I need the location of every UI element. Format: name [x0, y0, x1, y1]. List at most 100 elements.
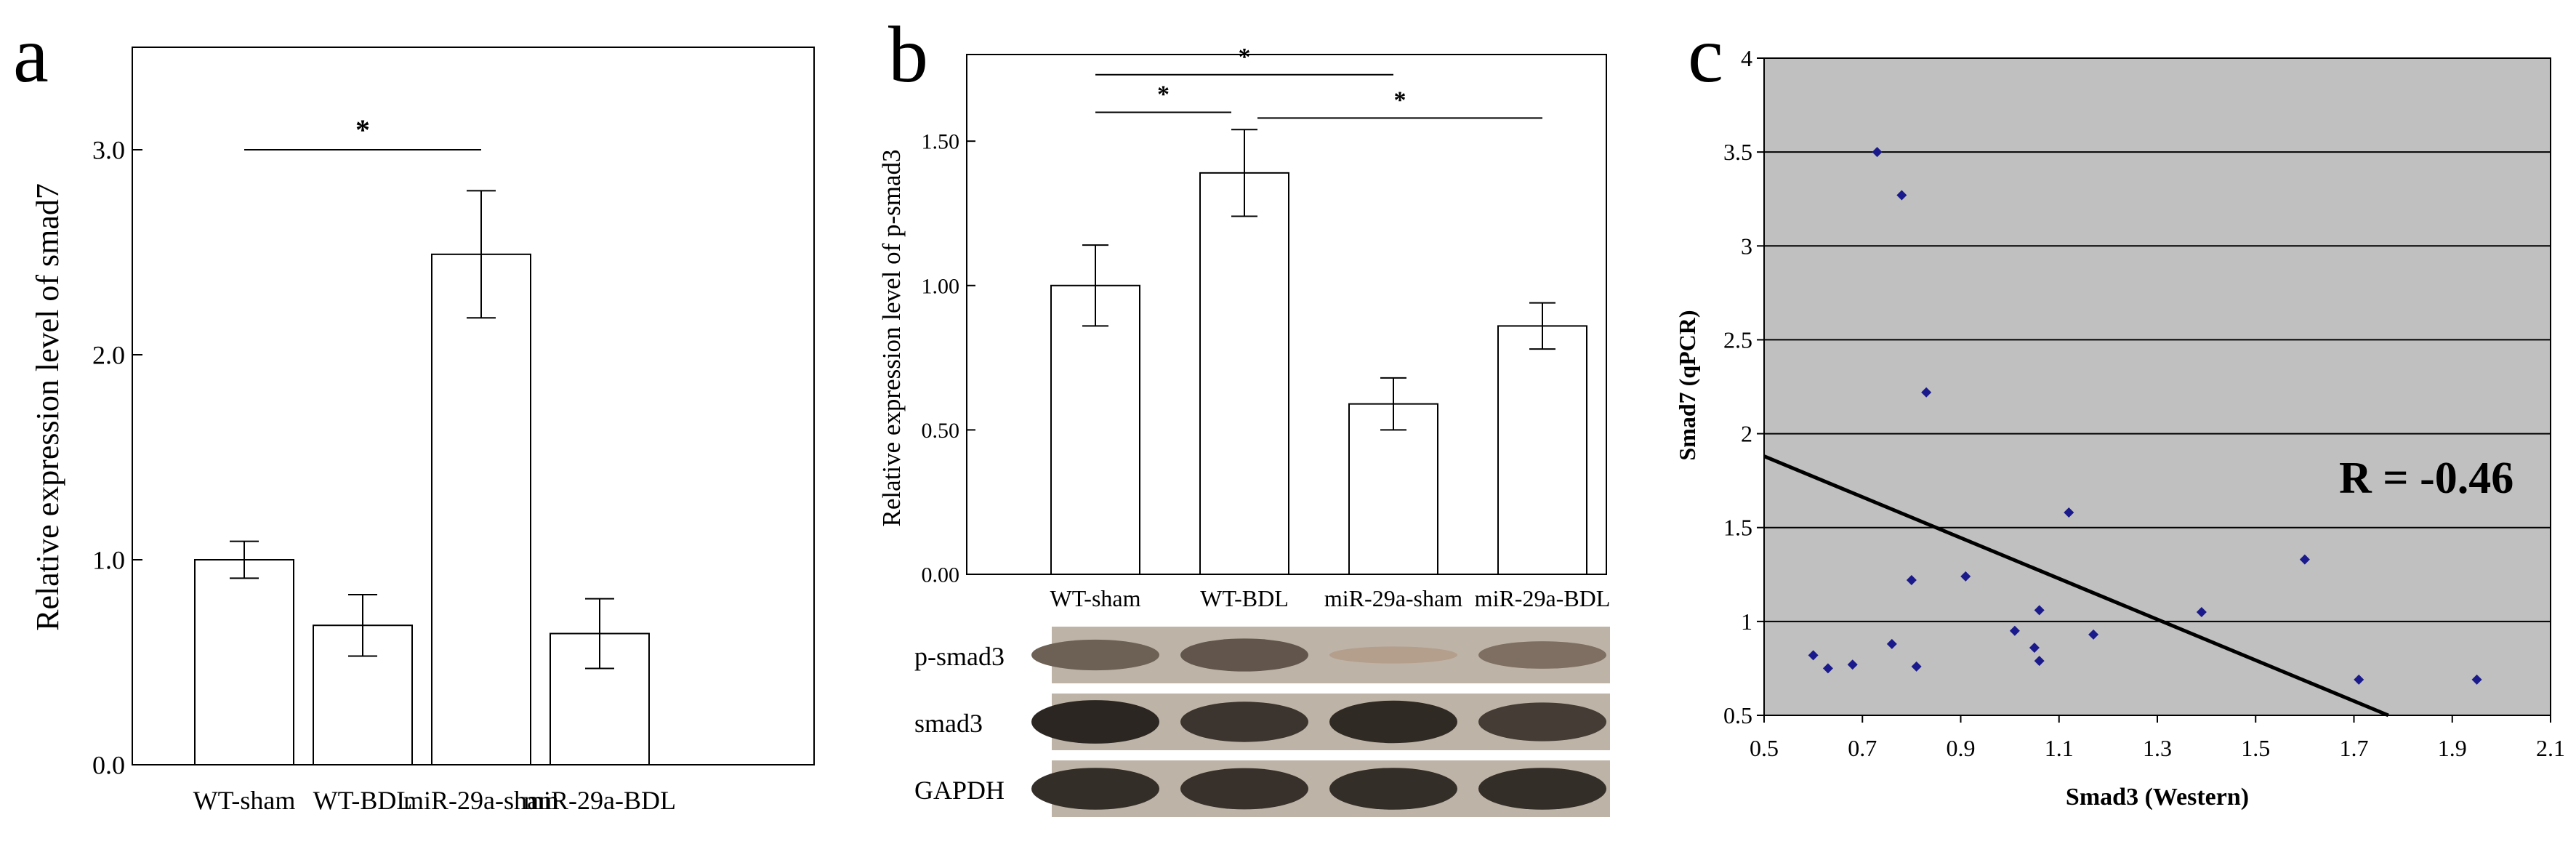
blot-band	[1180, 702, 1308, 742]
scatter-point	[1822, 663, 1833, 674]
western-blot-image: p-smad3 smad3 GAPDH	[914, 627, 1610, 817]
y-tick-label: 0.00	[922, 563, 960, 587]
scatter-point	[2299, 554, 2310, 565]
x-tick-label: 2.1	[2536, 735, 2565, 761]
x-tick-label: 0.5	[1750, 735, 1779, 761]
significance-star: *	[355, 113, 370, 146]
bar	[1348, 403, 1438, 576]
bar	[431, 253, 531, 765]
scatter-point	[1906, 575, 1917, 586]
x-tick-label: 0.9	[1947, 735, 1976, 761]
x-tick-label: 1.7	[2340, 735, 2369, 761]
bar	[1050, 284, 1140, 575]
x-category-label: miR-29a-BDL	[523, 786, 676, 815]
blot-band	[1478, 641, 1606, 669]
x-category-label: WT-BDL	[313, 786, 413, 815]
panel-label-b: b	[888, 10, 928, 99]
chart-c-gridlines	[1764, 151, 2551, 622]
y-tick-label: 2	[1741, 421, 1752, 447]
blot-row-label: smad3	[914, 709, 983, 738]
scatter-point	[1808, 650, 1819, 661]
chart-c-trendline	[1763, 454, 2389, 718]
chart-c-xlabel: Smad3 (Western)	[2066, 784, 2249, 811]
y-tick-label: 3	[1741, 233, 1752, 259]
y-tick-label: 1	[1741, 608, 1752, 635]
x-tick-label: 1.1	[2045, 735, 2074, 761]
significance-star: *	[1157, 81, 1170, 108]
x-tick-label: 1.5	[2241, 735, 2270, 761]
scatter-point	[2029, 643, 2040, 654]
y-tick-label: 4	[1741, 45, 1752, 71]
blot-band	[1478, 768, 1606, 810]
chart-c-annotation: R = -0.46	[2339, 454, 2513, 503]
chart-a: Relative expression level of smad7 0.0 1.…	[30, 47, 815, 815]
scatter-point	[2034, 656, 2045, 667]
x-category-label: miR-29a-sham	[403, 786, 559, 815]
x-category-label: miR-29a-sham	[1324, 585, 1462, 611]
blot-band	[1180, 768, 1308, 810]
scatter-point	[1847, 659, 1858, 670]
bar	[1199, 172, 1289, 576]
scatter-point	[1886, 638, 1897, 649]
chart-a-yaxis: 0.0 1.0 2.0 3.0	[92, 136, 142, 780]
scatter-point	[2034, 605, 2045, 616]
y-tick-label: 1.5	[1723, 515, 1752, 541]
chart-a-ylabel: Relative expression level of smad7	[30, 183, 65, 631]
x-category-label: WT-BDL	[1200, 585, 1288, 611]
scatter-point	[2196, 606, 2207, 617]
x-tick-label: 1.9	[2438, 735, 2467, 761]
y-tick-label: 2.5	[1723, 326, 1752, 353]
scatter-point	[2471, 674, 2482, 685]
bar	[550, 632, 650, 766]
chart-a-significance: *	[244, 113, 481, 150]
blot-band	[1329, 700, 1457, 744]
y-tick-label: 1.0	[92, 546, 125, 575]
blot-row-label: GAPDH	[914, 776, 1005, 805]
chart-c-points	[1808, 147, 2482, 685]
y-tick-label: 0.5	[1723, 702, 1752, 728]
scatter-point	[2088, 629, 2099, 640]
x-category-label: miR-29a-BDL	[1475, 585, 1611, 611]
blot-row-label: p-smad3	[914, 642, 1005, 671]
significance-star: *	[1394, 87, 1406, 113]
chart-c-plot-area	[1763, 57, 2551, 716]
y-tick-label: 3.0	[92, 136, 125, 165]
significance-star: *	[1239, 44, 1251, 71]
y-tick-label: 0.0	[92, 751, 125, 780]
bar	[194, 559, 294, 765]
blot-band	[1329, 646, 1457, 664]
blot-band	[1478, 702, 1606, 741]
panel-label-a: a	[13, 10, 49, 99]
blot-band	[1031, 639, 1159, 671]
chart-b-ylabel: Relative expression level of p-smad3	[877, 149, 906, 526]
chart-b-bars	[1050, 129, 1587, 576]
chart-b-xaxis: WT-sham WT-BDL miR-29a-sham miR-29a-BDL	[1050, 585, 1610, 611]
y-tick-label: 1.50	[922, 130, 960, 154]
x-category-label: WT-sham	[1050, 585, 1140, 611]
blot-band	[1031, 700, 1159, 744]
y-tick-label: 1.00	[922, 274, 960, 298]
scatter-point	[1896, 190, 1907, 201]
scatter-point	[1960, 571, 1971, 582]
blot-band	[1329, 768, 1457, 810]
western-blot: p-smad3 smad3 GAPDH	[914, 627, 1610, 817]
chart-a-bars	[194, 190, 650, 766]
y-tick-label: 2.0	[92, 341, 125, 370]
blot-band	[1031, 768, 1159, 810]
chart-c-xaxis: 0.5 0.7 0.9 1.1 1.3 1.5 1.7 1.9 2.1	[1750, 715, 2565, 761]
scatter-point	[2009, 625, 2020, 636]
chart-c: 0.5 1 1.5 2 2.5 3 3.5 4 0.5 0.7 0.9 1.1 1.3 1.5 1.7 1.…	[1674, 45, 2565, 811]
scatter-point	[1921, 387, 1932, 398]
chart-b-significance: * * *	[1095, 44, 1542, 119]
x-category-label: WT-sham	[193, 786, 296, 815]
y-tick-label: 0.50	[922, 419, 960, 443]
scatter-point	[2354, 674, 2364, 685]
scatter-point	[1872, 147, 1883, 158]
scatter-point	[1911, 661, 1922, 672]
panel-label-c: c	[1688, 10, 1723, 99]
chart-b-yaxis: 0.00 0.50 1.00 1.50	[922, 130, 975, 587]
bar	[1497, 325, 1587, 575]
chart-c-ylabel: Smad7 (qPCR)	[1674, 310, 1700, 460]
